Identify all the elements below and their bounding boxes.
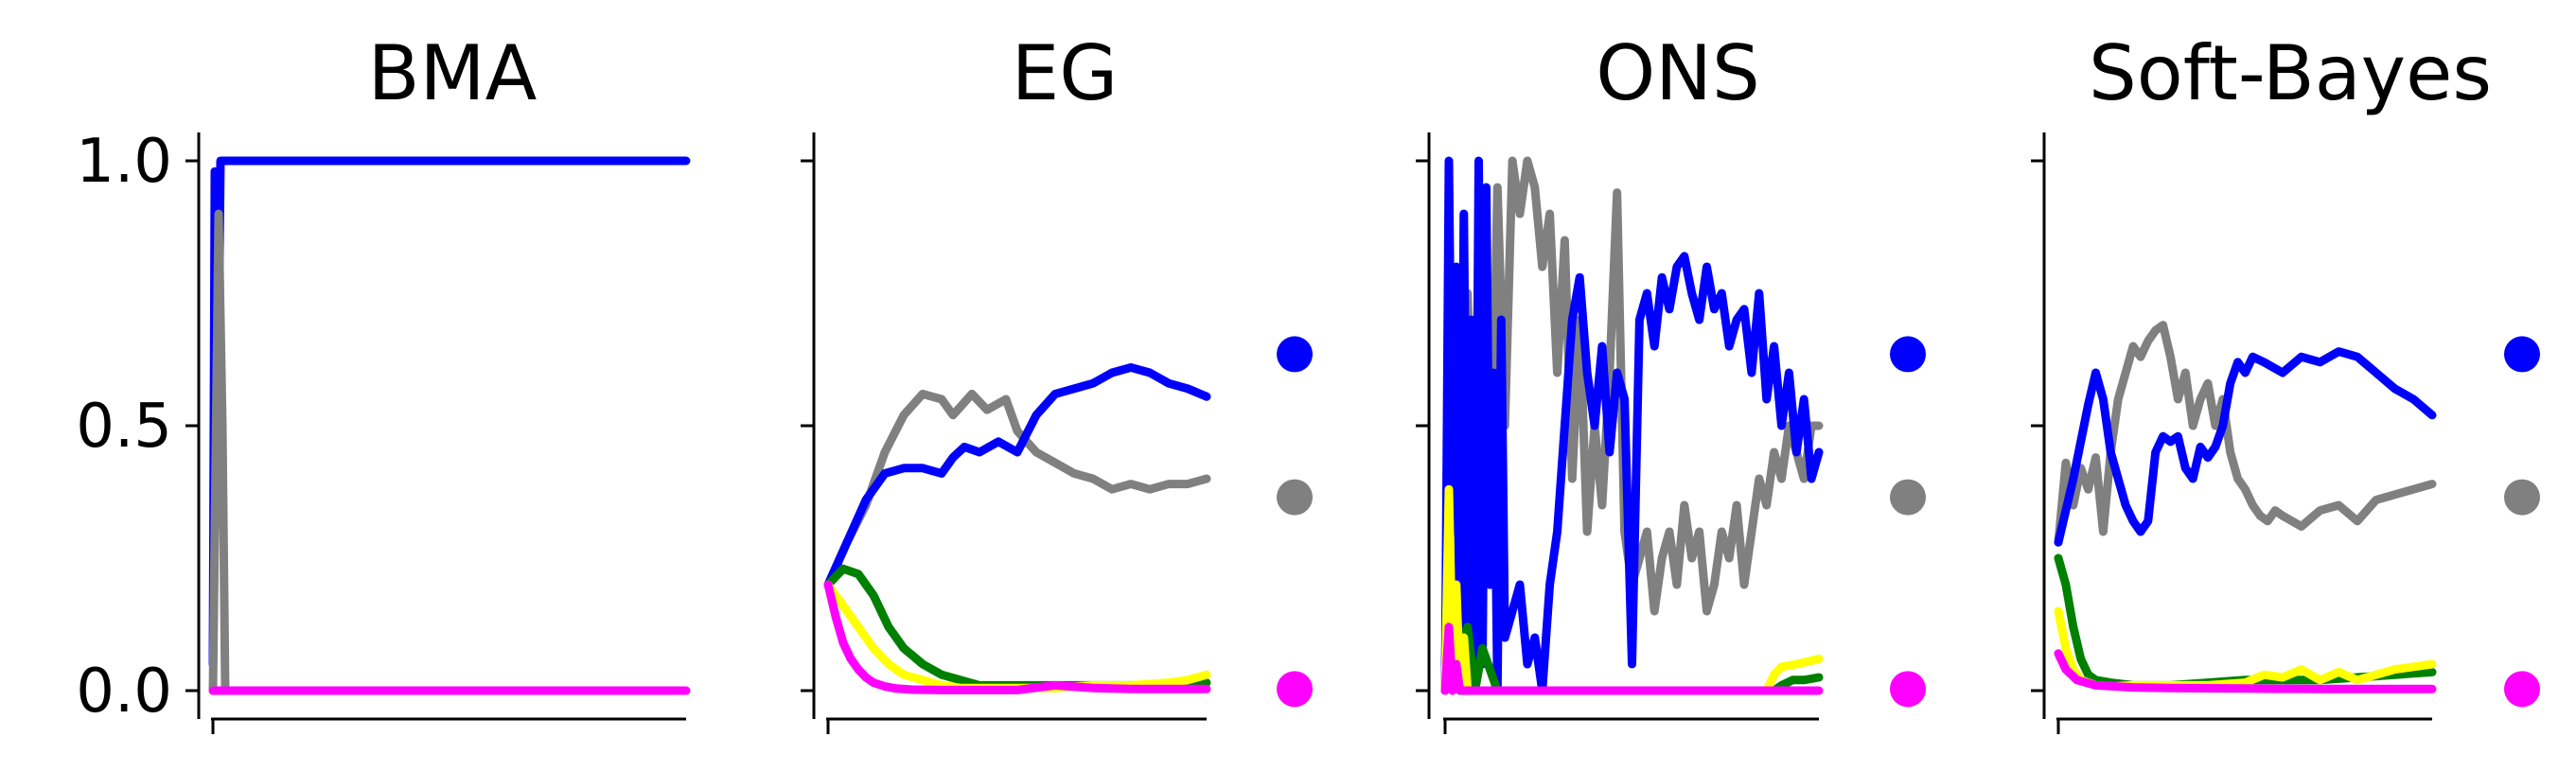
y-tick-label: 1.0 (76, 127, 172, 197)
final-marker (1277, 479, 1313, 516)
series-line (823, 564, 1211, 690)
series-line (823, 580, 1211, 694)
final-marker (1890, 336, 1926, 373)
panel-title: ONS (1596, 29, 1760, 117)
final-marker (1890, 671, 1926, 708)
panel-2: EG (801, 29, 1313, 734)
y-tick-label: 0.5 (76, 392, 172, 462)
final-marker (2504, 671, 2540, 708)
series-line (1440, 156, 1824, 695)
panel-4: Soft-Bayes (2031, 29, 2540, 734)
series-line (823, 362, 1211, 589)
panel-title: EG (1012, 29, 1119, 117)
series-line (823, 389, 1211, 589)
panel-title: Soft-Bayes (2089, 29, 2492, 117)
final-marker (2504, 336, 2540, 373)
series-line (208, 209, 691, 695)
series-line (2054, 606, 2437, 691)
series-line (2054, 649, 2437, 693)
series-line (2054, 321, 2437, 547)
final-marker (1277, 671, 1313, 708)
final-marker (1890, 479, 1926, 516)
series-line (208, 156, 691, 669)
panel-title: BMA (368, 29, 538, 117)
series-line (2054, 553, 2437, 690)
series-line (1440, 623, 1824, 695)
final-marker (1277, 336, 1313, 373)
panel-1: BMA 0.0 0.5 1.0 (76, 29, 691, 734)
series-line (823, 580, 1211, 693)
series-line (2054, 347, 2437, 547)
final-marker (2504, 479, 2540, 516)
y-tick-label: 0.0 (76, 657, 172, 727)
panel-3: ONS (1416, 29, 1926, 734)
